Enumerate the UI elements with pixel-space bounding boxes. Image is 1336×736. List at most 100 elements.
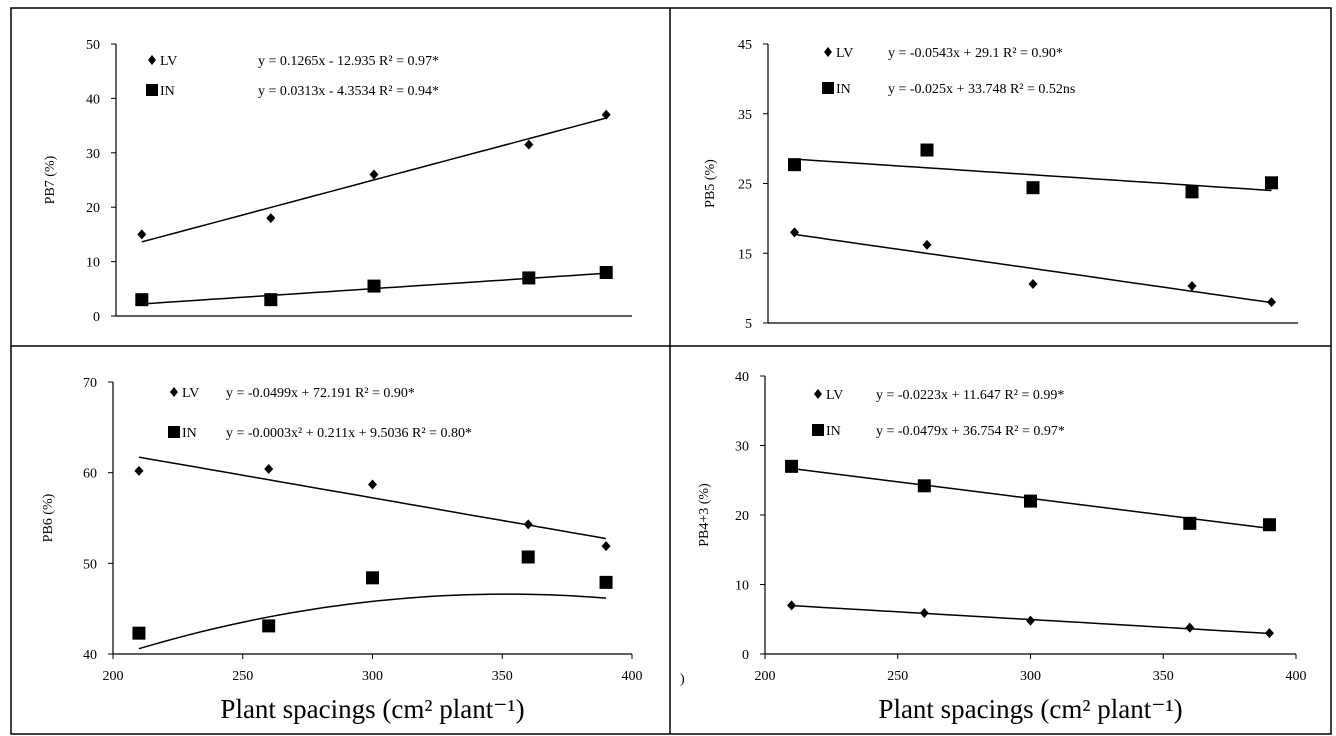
legend-marker-lv: [170, 387, 178, 397]
legend-label-lv: LV: [182, 386, 199, 401]
regression-equation-lv: y = -0.0499x + 72.191 R² = 0.90*: [226, 386, 415, 401]
data-point-lv: [1185, 622, 1195, 633]
y-tick-label: 40: [83, 648, 97, 663]
data-point-lv: [524, 139, 534, 150]
data-point-lv: [369, 169, 379, 180]
legend-label-lv: LV: [160, 54, 177, 69]
data-point-in: [920, 143, 934, 157]
legend-label-lv: LV: [836, 46, 853, 61]
figure-frame: [10, 7, 1332, 735]
legend-marker-in: [168, 426, 180, 438]
regression-equation-lv: y = 0.1265x - 12.935 R² = 0.97*: [258, 54, 439, 69]
y-tick-label: 45: [738, 38, 752, 53]
regression-equation-in: y = -0.0479x + 36.754 R² = 0.97*: [876, 424, 1065, 439]
y-tick-label: 10: [86, 256, 100, 271]
legend-label-in: IN: [836, 82, 851, 97]
y-axis-title: PB6 (%): [41, 493, 56, 542]
data-point-lv: [1026, 615, 1035, 626]
chart-panel-1: 0 10 20 30 40 50 PB7 (%) LV y = 0.1265x - 12.935…: [43, 38, 632, 325]
trend-line-lv: [794, 233, 1272, 304]
x-tick-label: 350: [492, 669, 513, 684]
y-axis-title: PB5 (%): [703, 159, 718, 208]
data-point-in: [785, 459, 799, 473]
data-point-lv: [601, 109, 611, 120]
data-point-lv: [601, 541, 611, 552]
data-point-lv: [790, 227, 799, 238]
y-tick-label: 5: [745, 317, 752, 332]
y-axis-title: PB4+3 (%): [697, 483, 712, 547]
legend-marker-lv: [148, 55, 156, 65]
chart-panel-2: 5 15 25 35 45 PB5 (%) LV y = -0.0543x + 29.1 R²…: [703, 38, 1298, 332]
data-point-lv: [368, 479, 377, 490]
x-tick-label: 300: [362, 669, 383, 684]
y-tick-label: 70: [83, 376, 97, 391]
data-point-in: [264, 293, 278, 307]
regression-equation-lv: y = -0.0543x + 29.1 R² = 0.90*: [888, 46, 1063, 61]
data-point-lv: [1267, 297, 1276, 308]
legend-label-in: IN: [826, 424, 841, 439]
x-tick-label: 400: [1286, 669, 1307, 684]
y-tick-label: 50: [83, 557, 97, 572]
y-tick-label: 0: [742, 648, 749, 663]
data-point-lv: [922, 239, 932, 250]
legend-label-in: IN: [182, 426, 197, 441]
trend-line-lv: [138, 456, 607, 540]
x-axis-title: Plant spacings (cm² plant⁻¹): [878, 694, 1182, 724]
regression-equation-in: y = -0.0003x² + 0.211x + 9.5036 R² = 0.8…: [226, 426, 472, 441]
data-point-in: [521, 550, 535, 564]
legend-label-lv: LV: [826, 388, 843, 403]
y-tick-label: 25: [738, 178, 752, 193]
data-point-in: [135, 293, 149, 307]
y-tick-label: 40: [86, 92, 100, 107]
trend-line-in: [794, 158, 1272, 192]
data-point-in: [366, 571, 379, 585]
data-point-lv: [134, 465, 144, 476]
data-point-lv: [919, 607, 929, 618]
legend-label-in: IN: [160, 84, 175, 99]
data-point-in: [1026, 181, 1040, 195]
data-point-in: [367, 279, 381, 293]
y-tick-label: 10: [735, 579, 749, 594]
data-point-in: [917, 479, 931, 493]
x-tick-label: 200: [755, 669, 776, 684]
data-point-lv: [523, 519, 533, 530]
data-point-lv: [264, 464, 274, 475]
trend-line-in: [138, 593, 607, 650]
legend-marker-lv: [814, 389, 822, 399]
y-tick-label: 20: [86, 201, 100, 216]
x-tick-label: 250: [232, 669, 253, 684]
data-point-lv: [1264, 628, 1274, 639]
data-point-in: [1024, 494, 1037, 508]
y-tick-label: 50: [86, 38, 100, 53]
data-point-in: [599, 575, 613, 589]
legend-marker-in: [812, 424, 824, 436]
data-point-in: [599, 265, 613, 279]
x-tick-label: 350: [1153, 669, 1174, 684]
data-point-in: [1265, 176, 1278, 190]
data-point-lv: [266, 213, 276, 224]
y-tick-label: 0: [93, 310, 100, 325]
legend-marker-in: [822, 82, 834, 94]
y-tick-label: 30: [86, 147, 100, 162]
regression-equation-lv: y = -0.0223x + 11.647 R² = 0.99*: [876, 388, 1064, 403]
trend-line-lv: [141, 117, 607, 243]
y-tick-label: 30: [735, 440, 749, 455]
data-point-in: [1262, 518, 1276, 532]
legend-marker-lv: [824, 47, 832, 57]
x-tick-label: 200: [103, 669, 124, 684]
chart-panel-3: 40 50 60 70 200 250 300 350 400 PB6 (%) Plant spac…: [41, 376, 643, 724]
x-tick-label: 250: [887, 669, 908, 684]
y-tick-label: 60: [83, 467, 97, 482]
stray-mark: ): [680, 672, 685, 687]
data-point-in: [1185, 185, 1199, 199]
data-point-lv: [1187, 281, 1197, 292]
legend-marker-in: [146, 84, 158, 96]
x-tick-label: 400: [622, 669, 643, 684]
data-point-lv: [787, 600, 797, 611]
data-point-in: [522, 271, 536, 285]
y-tick-label: 20: [735, 509, 749, 524]
data-point-in: [788, 158, 801, 172]
data-point-lv: [137, 229, 147, 240]
regression-equation-in: y = -0.025x + 33.748 R² = 0.52ns: [888, 82, 1075, 97]
